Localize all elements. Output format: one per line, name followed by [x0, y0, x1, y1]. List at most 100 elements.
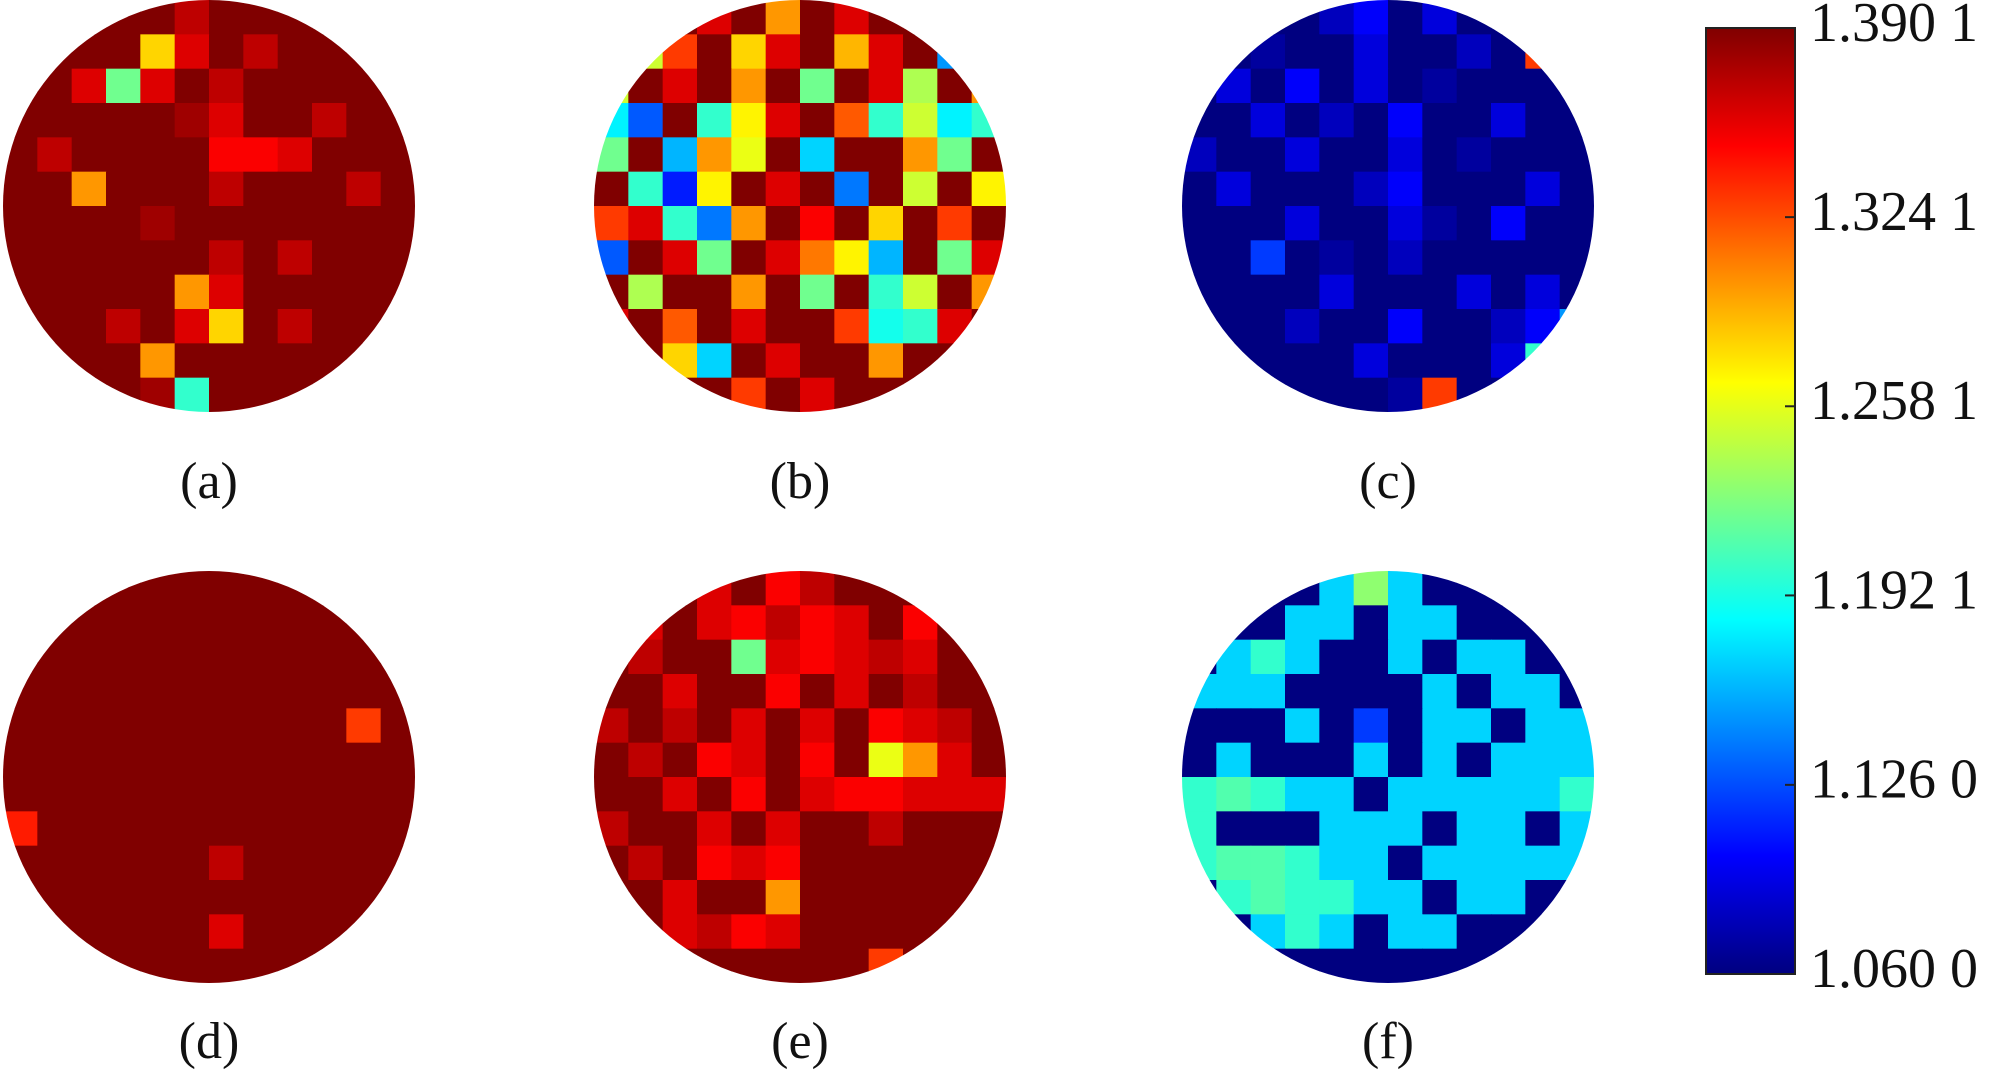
heatmap-cell [140, 103, 176, 138]
heatmap-cell [277, 639, 313, 675]
heatmap-cell [277, 674, 313, 709]
heatmap-cell [697, 845, 732, 881]
heatmap-cell [174, 880, 210, 915]
heatmap-cell [209, 171, 244, 207]
heatmap-cell [1285, 206, 1320, 241]
heatmap-cell [731, 171, 767, 207]
heatmap-cell [1491, 0, 1526, 35]
heatmap-cell [1250, 742, 1286, 778]
heatmap-cell [346, 309, 382, 344]
heatmap-cell [1388, 811, 1423, 847]
heatmap-cell [1422, 742, 1458, 778]
heatmap-cell [140, 605, 176, 641]
heatmap-cell [1525, 639, 1561, 675]
heatmap-cell [1250, 639, 1286, 675]
heatmap-cell [594, 206, 629, 241]
heatmap-cell [697, 171, 732, 207]
heatmap-cell [1285, 309, 1320, 344]
heatmap-cell [903, 34, 938, 70]
heatmap-cell [3, 639, 38, 675]
heatmap-cell [243, 274, 279, 310]
heatmap-cell [765, 0, 801, 35]
heatmap-cell [1525, 845, 1561, 881]
heatmap-cell [765, 274, 801, 310]
heatmap-cell [1250, 240, 1286, 276]
heatmap-cell [1216, 708, 1252, 744]
heatmap-cell [1216, 605, 1252, 641]
heatmap-cell [209, 742, 244, 778]
heatmap-cell [106, 103, 141, 138]
heatmap-cell [209, 0, 244, 35]
heatmap-cell [209, 206, 244, 241]
heatmap-cell [765, 777, 801, 812]
heatmap-cell [662, 811, 698, 847]
heatmap-cell [346, 103, 382, 138]
heatmap-cell [662, 137, 698, 173]
heatmap-cell [800, 880, 835, 915]
heatmap-cell [106, 811, 141, 847]
heatmap-cell [1525, 103, 1561, 138]
heatmap-cell [937, 240, 973, 276]
heatmap-cell [380, 742, 415, 778]
heatmap-cell [174, 811, 210, 847]
heatmap-cell [1250, 274, 1286, 310]
heatmap-cell [1319, 68, 1355, 104]
heatmap-cell [243, 137, 279, 173]
heatmap-cell [937, 68, 973, 104]
heatmap-cell [243, 377, 279, 412]
heatmap-cell [868, 309, 904, 344]
heatmap-cell [834, 811, 870, 847]
heatmap-cell [209, 674, 244, 709]
heatmap-cell [971, 240, 1006, 276]
heatmap-cell [1422, 948, 1458, 983]
heatmap-cell [971, 777, 1006, 812]
heatmap-cell [834, 914, 870, 950]
heatmap-cell [1456, 206, 1492, 241]
heatmap-cell [3, 742, 38, 778]
heatmap-cell [1250, 571, 1286, 606]
heatmap-cell [174, 34, 210, 70]
heatmap-cell [765, 103, 801, 138]
heatmap-cell [312, 343, 347, 379]
colorbar-tick-label: 1.192 1 [1810, 559, 1978, 621]
heatmap-cell [971, 708, 1006, 744]
heatmap-cell [1559, 777, 1594, 812]
heatmap-cell [800, 0, 835, 35]
heatmap-cell [209, 811, 244, 847]
heatmap-cell [1319, 171, 1355, 207]
heatmap-cell [380, 880, 415, 915]
colorbar-tick-label: 1.060 0 [1810, 938, 1978, 1000]
heatmap-cell [800, 137, 835, 173]
heatmap-cell [346, 777, 382, 812]
heatmap-cell [765, 68, 801, 104]
heatmap-cell [312, 68, 347, 104]
heatmap-cell [37, 605, 73, 641]
heatmap-cell [3, 137, 38, 173]
heatmap-cell [243, 0, 279, 35]
heatmap-cell [1285, 571, 1320, 606]
heatmap-cell [37, 811, 73, 847]
heatmap-cell [277, 103, 313, 138]
heatmap-cell [140, 880, 176, 915]
heatmap-cell [1250, 811, 1286, 847]
heatmap-cell [1250, 34, 1286, 70]
heatmap-cell [312, 639, 347, 675]
heatmap-cell [346, 914, 382, 950]
heatmap-cell [1285, 605, 1320, 641]
heatmap-cell [1182, 206, 1217, 241]
heatmap-cell [174, 137, 210, 173]
heatmap-cell [1250, 845, 1286, 881]
heatmap-cell [1285, 343, 1320, 379]
heatmap-cell [106, 377, 141, 412]
heatmap-cell [1319, 845, 1355, 881]
heatmap-cell [1559, 708, 1594, 744]
heatmap-cell [277, 34, 313, 70]
heatmap-cell [71, 742, 107, 778]
heatmap-cell [106, 171, 141, 207]
heatmap-cell [697, 708, 732, 744]
heatmap-cell [1285, 68, 1320, 104]
heatmap-cell [243, 68, 279, 104]
heatmap-cell [1319, 274, 1355, 310]
heatmap-cell [1285, 914, 1320, 950]
heatmap-cell [243, 605, 279, 641]
